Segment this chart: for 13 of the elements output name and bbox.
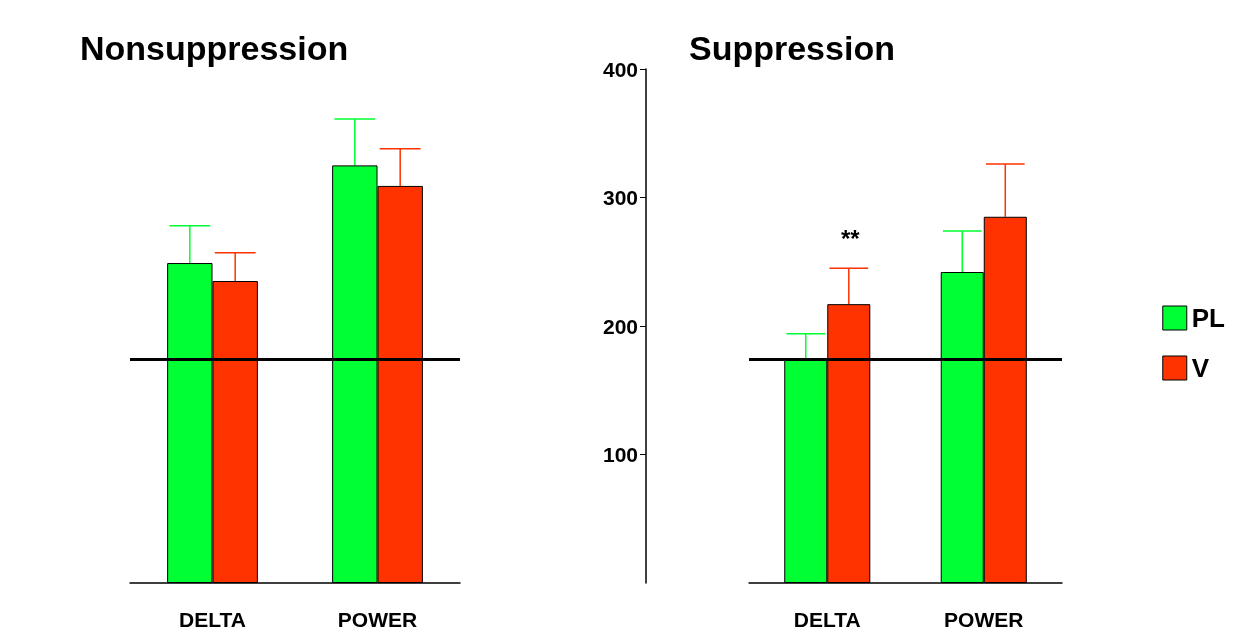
- x-tick-label: DELTA: [793, 608, 861, 631]
- x-tick-label: POWER: [944, 608, 1024, 631]
- y-tick-label: 200: [602, 314, 639, 338]
- annotation: **: [841, 224, 861, 252]
- chart-title: Suppression: [689, 29, 895, 67]
- y-tick-label: 100: [602, 443, 639, 466]
- y-tick-label: 400: [602, 57, 639, 81]
- chart-title: Nonsuppression: [80, 29, 349, 67]
- y-tick-label: 300: [602, 186, 639, 209]
- legend-label: V: [1191, 353, 1210, 383]
- legend-label: PL: [1191, 303, 1226, 333]
- x-tick-label: POWER: [337, 608, 418, 631]
- x-tick-label: DELTA: [179, 608, 246, 631]
